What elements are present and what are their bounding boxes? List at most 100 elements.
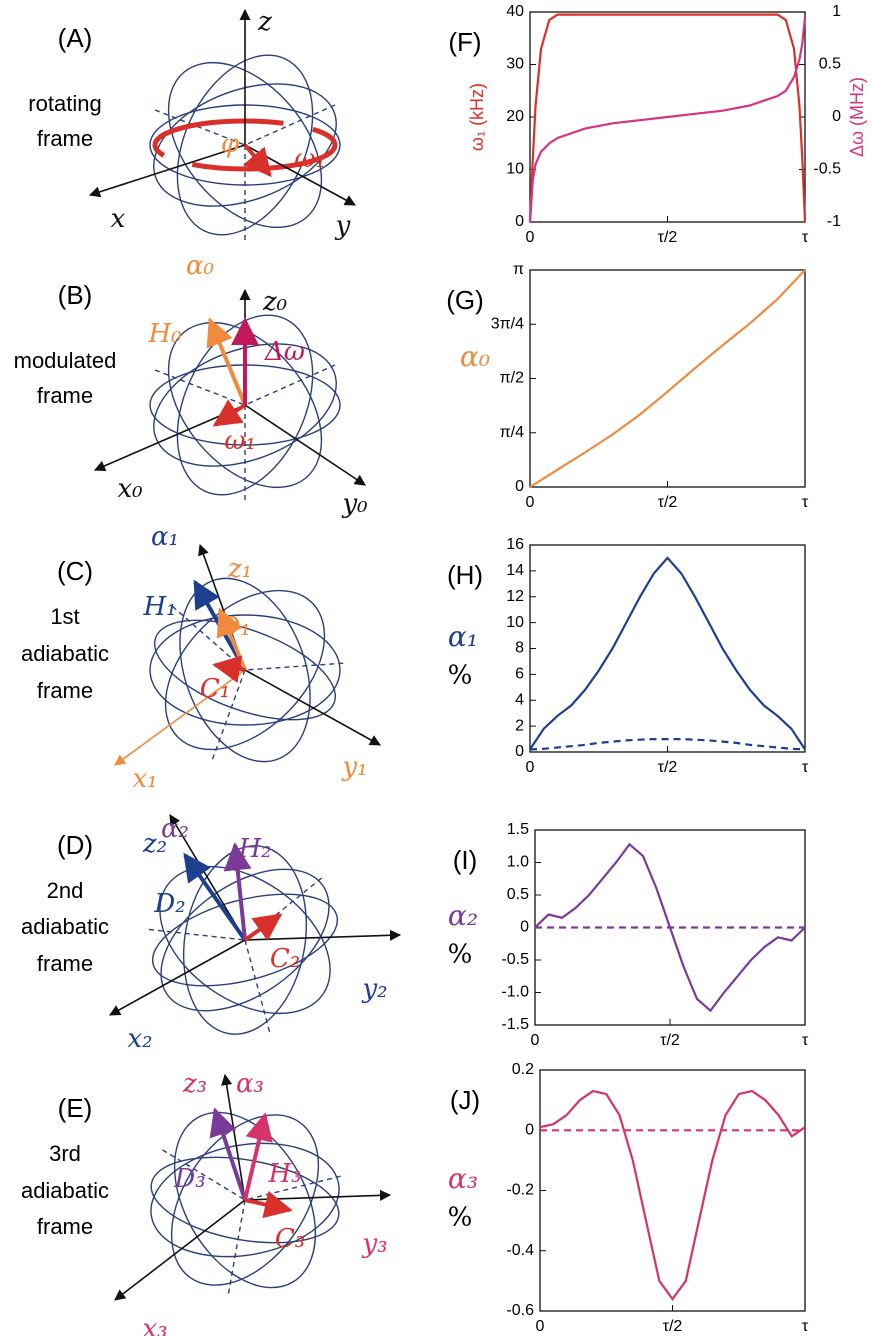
- frame-caption: frame: [37, 383, 93, 408]
- frame-diagram: [88, 8, 356, 240]
- x-tick-label: τ: [802, 759, 809, 776]
- vector-label: x₀: [117, 474, 143, 504]
- vector-arrow: [206, 317, 247, 406]
- axis-dash: [244, 662, 344, 671]
- frame-caption: rotating: [28, 91, 101, 116]
- axis-dash: [244, 104, 336, 146]
- sphere-ring: [167, 61, 323, 229]
- vector-label: y₂: [361, 974, 387, 1004]
- y-tick-label: π/4: [500, 424, 524, 441]
- x-tick-label: τ/2: [660, 1032, 680, 1049]
- y-tick-label: 0.5: [507, 886, 529, 903]
- vector-arrow: [212, 399, 247, 427]
- panel-letter: (H): [447, 560, 483, 590]
- vector-label: H₀: [147, 319, 182, 349]
- vector-arrow: [209, 1107, 247, 1201]
- sphere-ring: [149, 614, 341, 726]
- sphere-ring: [164, 589, 326, 751]
- vector-arrow: [114, 1199, 246, 1301]
- axis-dash: [244, 364, 336, 406]
- data-line: [528, 13, 807, 223]
- vector-label: x₁: [132, 764, 157, 794]
- x-tick-label: τ: [802, 494, 809, 511]
- y-label: α₁: [448, 620, 478, 653]
- panel-letter: (D): [57, 830, 93, 860]
- data-line: [528, 17, 807, 223]
- y-tick-label: 6: [515, 666, 524, 683]
- vector-label: H₃: [267, 1159, 301, 1189]
- vector-label: y₁: [341, 752, 367, 782]
- vector-label: z₂: [142, 829, 167, 859]
- sphere-ring: [159, 865, 331, 1015]
- frame-caption: frame: [37, 1214, 93, 1239]
- vector-label: z₁: [227, 554, 252, 584]
- y-tick-label: 0: [515, 213, 524, 230]
- y-label: ω₁ (kHz): [467, 83, 487, 151]
- y-tick-label: -0.4: [506, 1242, 534, 1259]
- vector-arrow: [114, 669, 246, 766]
- axis-dash: [154, 369, 246, 406]
- sphere-ring: [182, 845, 308, 1035]
- y-label: α₂: [448, 899, 478, 932]
- x-tick-label: 0: [526, 229, 535, 246]
- vector-label: C₂: [270, 944, 300, 974]
- x-tick-label: τ: [802, 1032, 809, 1049]
- vector-arrow: [244, 404, 366, 486]
- axis-dash: [148, 928, 246, 941]
- y2-tick-label: 0: [832, 108, 841, 125]
- vector-label: y₃: [361, 1229, 387, 1259]
- vector-label: α₁: [151, 522, 179, 552]
- y-tick-label: 8: [515, 640, 524, 657]
- y-tick-label: -1.5: [501, 1016, 529, 1033]
- x-tick-label: τ/2: [658, 494, 678, 511]
- vector-arrow: [243, 913, 283, 942]
- y-tick-label: π: [513, 261, 524, 278]
- sphere: [149, 577, 344, 763]
- axis-dash: [171, 605, 246, 671]
- y-tick-label: 0: [520, 919, 529, 936]
- vector-arrow: [244, 1190, 293, 1219]
- y-tick-label: -0.6: [506, 1302, 534, 1319]
- vector-label: D₂: [153, 889, 185, 919]
- vector-arrow: [244, 1189, 392, 1201]
- y-tick-label: 0: [525, 1121, 534, 1138]
- y-tick-label: 2: [515, 717, 524, 734]
- axis-dash: [227, 1199, 246, 1294]
- vector-label: x₃: [142, 1314, 167, 1336]
- y2-tick-label: 0.5: [819, 56, 841, 73]
- sphere: [150, 1111, 341, 1294]
- x-tick-label: 0: [526, 494, 535, 511]
- frame-caption: 1st: [50, 604, 79, 629]
- panel-letter: (C): [57, 556, 93, 586]
- frame-diagram: [114, 1073, 392, 1301]
- panel-letter: (A): [58, 23, 93, 53]
- y-tick-label: 20: [506, 108, 524, 125]
- y-tick-label: π/2: [500, 370, 524, 387]
- plot-frame: [529, 269, 806, 488]
- vector-label: x: [111, 204, 126, 234]
- axis-dash: [211, 669, 246, 760]
- y-tick-label: -1.0: [501, 984, 529, 1001]
- vector-arrow: [244, 669, 381, 746]
- axis-dash: [154, 109, 246, 146]
- vector-arrow: [88, 144, 246, 198]
- vector-label: C₁: [200, 674, 230, 704]
- y-unit: %: [448, 661, 473, 691]
- y-tick-label: 40: [506, 3, 524, 20]
- x-tick-label: 0: [536, 1318, 545, 1335]
- axis-dash: [162, 1149, 246, 1201]
- vector-arrow: [243, 1112, 273, 1201]
- sphere-ring: [167, 321, 323, 489]
- y-tick-label: 0: [515, 478, 524, 495]
- vector-label: φ: [221, 129, 240, 159]
- vector-label: α₂: [161, 814, 189, 844]
- y2-tick-label: -1: [827, 213, 841, 230]
- sphere-ring: [153, 343, 337, 467]
- y-tick-label: 30: [506, 56, 524, 73]
- panel-letter: (B): [58, 280, 93, 310]
- y2-tick-label: -0.5: [813, 161, 841, 178]
- frame-diagram: [109, 814, 402, 1035]
- y-tick-label: 4: [515, 691, 524, 708]
- vector-label: D₁: [218, 612, 250, 642]
